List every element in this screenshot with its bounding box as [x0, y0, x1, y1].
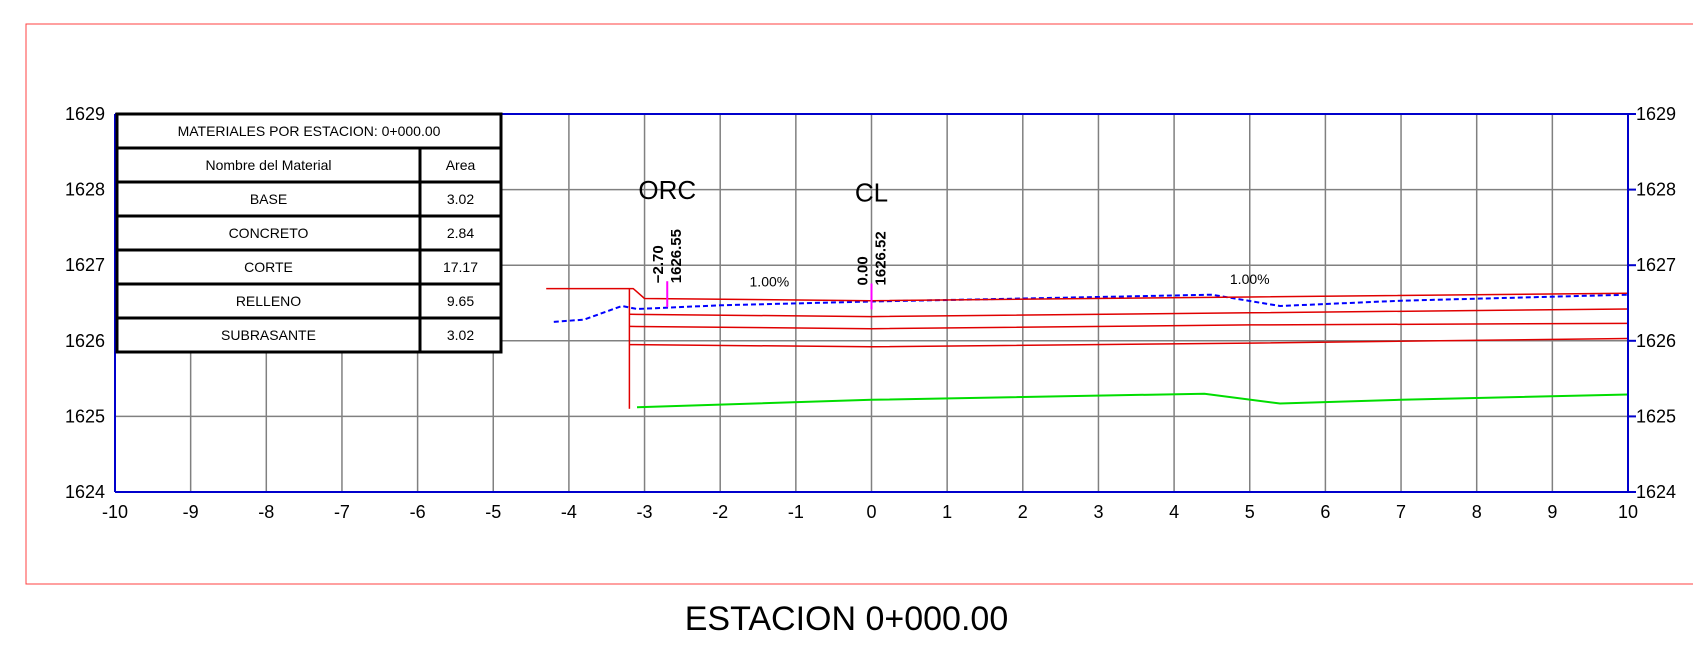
x-tick-label: 2: [1018, 502, 1028, 522]
series-design-layer: [629, 308, 1629, 318]
series-layer: [546, 287, 1629, 409]
x-tick-label: -4: [561, 502, 577, 522]
annotation-elevation: 1626.52: [873, 231, 890, 285]
x-tick-label: 10: [1618, 502, 1638, 522]
x-tick-label: 7: [1396, 502, 1406, 522]
table-cell-material: CONCRETO: [229, 225, 309, 241]
y-tick-label-left: 1627: [65, 255, 105, 275]
annotation-label: ORC: [638, 175, 696, 205]
table-cell-area: 9.65: [447, 293, 474, 309]
x-tick-label: -1: [788, 502, 804, 522]
materials-table: MATERIALES POR ESTACION: 0+000.00 Nombre …: [115, 112, 503, 354]
y-tick-label-right: 1629: [1636, 104, 1676, 124]
drawing-frame: [25, 23, 1693, 585]
annotations: ORC −2.70 1626.55 CL 0.00 1626.52: [638, 175, 890, 310]
table-cell-material: BASE: [250, 191, 287, 207]
table-cell-material: CORTE: [244, 259, 293, 275]
x-tick-label: 9: [1547, 502, 1557, 522]
series-base-layer: [636, 392, 1629, 409]
x-tick-label: 1: [942, 502, 952, 522]
y-tick-label-right: 1624: [1636, 482, 1676, 502]
x-tick-label: 0: [866, 502, 876, 522]
x-tick-label: -9: [183, 502, 199, 522]
annotation-label: CL: [855, 177, 888, 207]
table-cell-area: 3.02: [447, 191, 474, 207]
y-tick-label-left: 1625: [65, 406, 105, 426]
slope-label: 1.00%: [750, 273, 790, 289]
series-design-top: [546, 287, 1629, 302]
series-design-layer: [629, 322, 1629, 330]
table-cell-material: SUBRASANTE: [221, 327, 316, 343]
table-title: MATERIALES POR ESTACION: 0+000.00: [178, 123, 441, 139]
table-cell-material: RELLENO: [236, 293, 301, 309]
table-frame: [115, 112, 503, 354]
annotation-offset: −2.70: [650, 245, 667, 283]
x-tick-label: 4: [1169, 502, 1179, 522]
table-cell-area: 3.02: [447, 327, 474, 343]
x-tick-label: 6: [1320, 502, 1330, 522]
table-cell-area: 17.17: [443, 259, 478, 275]
slope-label: 1.00%: [1230, 271, 1270, 287]
station-title: ESTACION 0+000.00: [684, 600, 1009, 638]
y-tick-label-left: 1629: [65, 104, 105, 124]
y-tick-label-left: 1626: [65, 331, 105, 351]
y-tick-label-right: 1627: [1636, 255, 1676, 275]
x-tick-label: -6: [410, 502, 426, 522]
table-header-area: Area: [446, 157, 476, 173]
x-tick-label: -3: [637, 502, 653, 522]
x-tick-label: 5: [1245, 502, 1255, 522]
x-tick-label: -5: [485, 502, 501, 522]
y-tick-label-right: 1626: [1636, 331, 1676, 351]
y-tick-label-left: 1624: [65, 482, 105, 502]
annotation-offset: 0.00: [855, 256, 872, 285]
y-tick-label-right: 1628: [1636, 180, 1676, 200]
table-cell-area: 2.84: [447, 225, 474, 241]
x-tick-label: 8: [1472, 502, 1482, 522]
series-design-layer: [629, 337, 1629, 348]
x-tick-label: 3: [1093, 502, 1103, 522]
x-tick-label: -10: [102, 502, 128, 522]
x-tick-label: -8: [258, 502, 274, 522]
annotation-elevation: 1626.55: [668, 229, 685, 283]
y-tick-label-left: 1628: [65, 180, 105, 200]
x-tick-label: -7: [334, 502, 350, 522]
slope-labels: 1.00% 1.00%: [750, 271, 1270, 289]
x-tick-label: -2: [712, 502, 728, 522]
y-tick-label-right: 1625: [1636, 406, 1676, 426]
table-header-name: Nombre del Material: [205, 157, 331, 173]
